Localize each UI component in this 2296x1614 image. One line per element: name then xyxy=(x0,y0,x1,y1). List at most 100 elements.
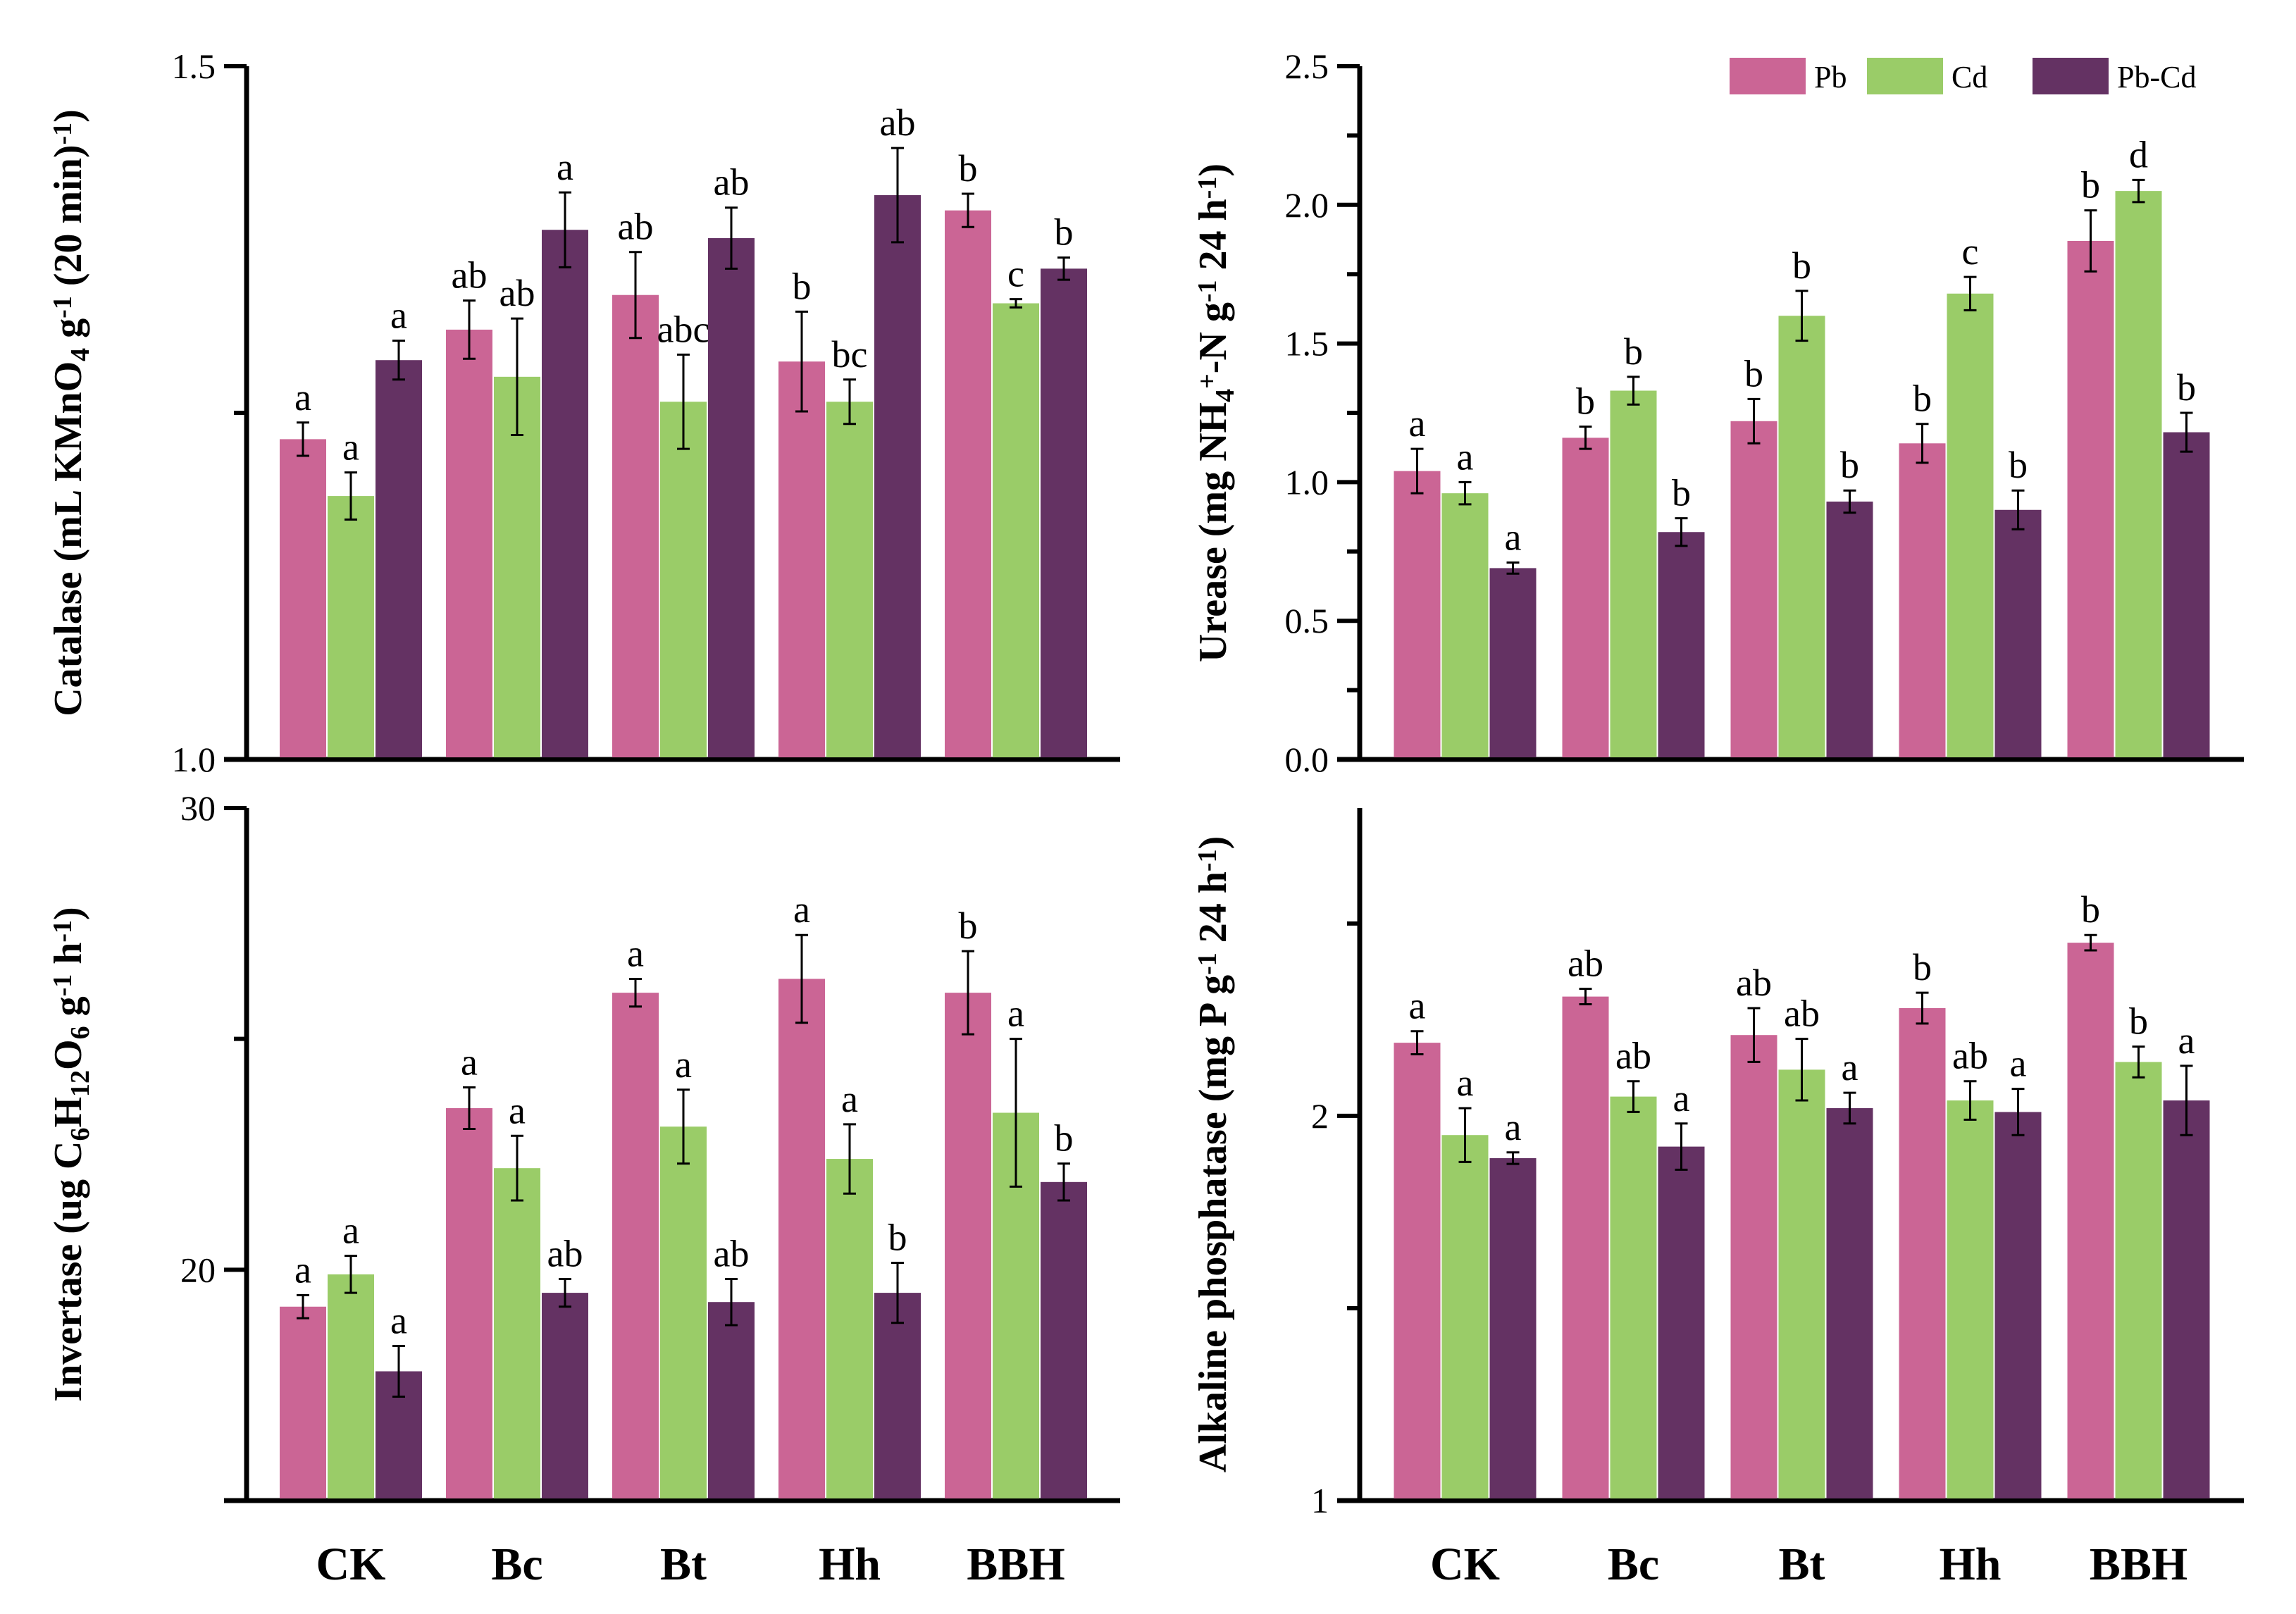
legend-swatch-pb-cd xyxy=(2033,58,2109,94)
bar-pb-cd-bc xyxy=(542,230,588,757)
significance-letter: bc xyxy=(832,333,868,375)
x-tick-label: Hh xyxy=(819,1539,881,1590)
significance-letter: a xyxy=(1842,1046,1858,1088)
significance-letter: b xyxy=(1672,472,1691,514)
bar-pb-bc xyxy=(1562,996,1609,1498)
bar-pb-hh xyxy=(778,361,825,757)
significance-letter: b xyxy=(1913,378,1932,420)
significance-letter: a xyxy=(342,1210,359,1252)
significance-letter: b xyxy=(2081,164,2100,206)
legend-swatch-cd xyxy=(1867,58,1943,94)
bar-cd-hh xyxy=(826,402,873,757)
bar-cd-hh xyxy=(1947,293,1994,757)
significance-letter: a xyxy=(509,1089,526,1131)
y-axis-title-text: ) xyxy=(1191,836,1235,850)
bar-cd-bbh xyxy=(2115,191,2162,757)
y-axis-title-superscript: -1 xyxy=(48,974,77,997)
significance-letter: ab xyxy=(1736,962,1772,1004)
significance-letter: abc xyxy=(657,308,710,350)
significance-letter: b xyxy=(2009,444,2028,486)
y-axis-title-text: ) xyxy=(46,907,90,920)
significance-letter: ab xyxy=(1952,1035,1988,1077)
legend-swatch-pb xyxy=(1730,58,1806,94)
y-axis-title-text: Catalase (mL KMnO xyxy=(46,361,90,716)
y-axis-title-text: ) xyxy=(46,109,90,123)
y-tick-label: 1.5 xyxy=(1285,324,1329,364)
significance-letter: b xyxy=(959,905,978,947)
significance-letter: a xyxy=(390,294,407,337)
y-axis-title-superscript: -1 xyxy=(1193,952,1222,975)
bar-cd-ck xyxy=(328,496,374,757)
bar-pb-bbh xyxy=(2067,240,2114,757)
y-axis-title-text: 24 h xyxy=(1191,199,1235,280)
y-axis-title-subscript: 4 xyxy=(66,348,95,361)
bar-cd-bc xyxy=(1610,390,1657,757)
significance-letter: a xyxy=(627,932,644,974)
bar-cd-bt xyxy=(660,1126,707,1498)
significance-letter: b xyxy=(1840,444,1859,486)
significance-letter: a xyxy=(675,1043,692,1086)
bar-pb-cd-bbh xyxy=(1041,1181,1087,1498)
significance-letter: a xyxy=(1457,435,1474,478)
significance-letter: ab xyxy=(452,254,488,297)
y-axis-title-text: Invertase (ug C xyxy=(46,1141,90,1402)
x-tick-label: Hh xyxy=(1939,1539,2001,1590)
y-axis-title-text: g xyxy=(46,318,90,348)
bar-pb-ck xyxy=(280,439,326,757)
legend: Pb Cd Pb-Cd xyxy=(1730,58,2196,94)
bar-cd-ck xyxy=(1441,493,1489,757)
bar-cd-ck xyxy=(328,1274,374,1498)
x-tick-label: CK xyxy=(316,1539,386,1590)
significance-letter: a xyxy=(461,1041,478,1083)
x-tick-label: BBH xyxy=(967,1539,1065,1590)
y-axis-title-superscript: -1 xyxy=(48,296,77,318)
bar-pb-bt xyxy=(612,993,659,1498)
y-tick-label: 0.5 xyxy=(1285,601,1329,640)
significance-letter: a xyxy=(2178,1019,2195,1062)
significance-letter: a xyxy=(2010,1043,2027,1085)
y-axis-title: Urease (mg NH4+-N g-1 24 h-1) xyxy=(1191,163,1240,662)
y-axis-title: Invertase (ug C6H12O6 g-1 h-1) xyxy=(46,907,95,1401)
y-axis-title-text: O xyxy=(46,1039,90,1070)
y-axis-title-subscript: 6 xyxy=(66,1026,95,1039)
bar-cd-bt xyxy=(660,402,707,757)
y-tick-label: 0.0 xyxy=(1285,740,1329,779)
bar-pb-ck xyxy=(280,1306,326,1498)
y-axis-title-subscript: 4 xyxy=(1210,389,1240,402)
bar-pb-cd-bc xyxy=(1658,1146,1705,1498)
significance-letter: ab xyxy=(618,206,654,248)
significance-letter: a xyxy=(557,146,573,188)
significance-letter: b xyxy=(959,147,978,190)
bar-pb-bbh xyxy=(2067,943,2114,1498)
bar-pb-cd-bc xyxy=(542,1293,588,1498)
y-axis-title-text: (20 min) xyxy=(46,145,90,297)
bar-pb-cd-hh xyxy=(1994,1112,2042,1498)
bar-pb-cd-bt xyxy=(1826,1107,1873,1498)
legend-label-pb-cd: Pb-Cd xyxy=(2117,60,2196,94)
significance-letter: b xyxy=(2129,1000,2148,1043)
legend-label-cd: Cd xyxy=(1951,60,1987,94)
bar-pb-hh xyxy=(1899,443,1946,757)
y-axis-title-superscript: -1 xyxy=(1193,849,1222,871)
y-tick-label: 30 xyxy=(180,788,216,828)
y-axis-title-superscript: -1 xyxy=(1193,177,1222,199)
significance-letter: c xyxy=(1962,230,1979,273)
significance-letter: b xyxy=(1744,352,1763,395)
y-tick-label: 1 xyxy=(1311,1481,1329,1520)
significance-letter: b xyxy=(1055,211,1074,254)
x-tick-label: Bc xyxy=(491,1539,542,1590)
significance-letter: a xyxy=(1505,516,1522,559)
significance-letter: ab xyxy=(547,1232,583,1274)
y-axis-title-text: Alkaline phosphatase (mg P g xyxy=(1191,975,1235,1472)
bar-pb-bc xyxy=(446,1107,492,1498)
x-tick-label: Bc xyxy=(1608,1539,1659,1590)
significance-letter: ab xyxy=(714,1232,750,1274)
significance-letter: ab xyxy=(1568,943,1603,985)
urease-chart: 0.0 0.5 1.0 1.5 2.0 2.5 Urease (mg NH4+-N g-1 … xyxy=(1191,46,2244,779)
bar-pb-ck xyxy=(1394,471,1441,757)
significance-letter: a xyxy=(1409,985,1426,1027)
y-axis-title: Alkaline phosphatase (mg P g-1 24 h-1) xyxy=(1191,836,1235,1472)
significance-letter: c xyxy=(1007,253,1024,295)
